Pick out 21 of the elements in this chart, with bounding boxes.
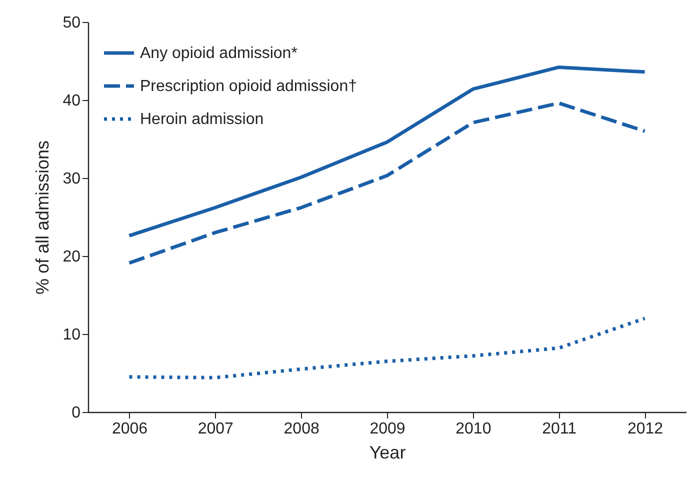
y-tick-label: 50 xyxy=(62,14,81,32)
y-tick-label: 20 xyxy=(62,248,81,266)
line-series xyxy=(127,101,647,265)
y-tick-label: 10 xyxy=(62,326,81,344)
x-tick-label: 2008 xyxy=(284,420,320,438)
y-tick-label: 40 xyxy=(62,92,81,110)
x-tick-label: 2011 xyxy=(542,420,577,438)
legend-label: Heroin admission xyxy=(140,111,264,128)
x-tick-label: 2007 xyxy=(198,420,234,438)
x-axis-title: Year xyxy=(369,442,406,462)
y-tick-label: 30 xyxy=(62,170,81,188)
x-tick-label: 2010 xyxy=(456,420,492,438)
y-tick-label: 0 xyxy=(72,404,81,422)
x-tick-label: 2006 xyxy=(112,420,148,438)
x-tick-label: 2012 xyxy=(627,420,664,438)
legend-label: Prescription opioid admission† xyxy=(140,78,357,95)
line-series xyxy=(127,316,647,380)
legend-label: Any opioid admission* xyxy=(140,45,298,62)
y-axis-title: % of all admissions xyxy=(32,140,53,295)
line-series xyxy=(127,65,647,238)
x-tick-label: 2009 xyxy=(370,420,406,438)
